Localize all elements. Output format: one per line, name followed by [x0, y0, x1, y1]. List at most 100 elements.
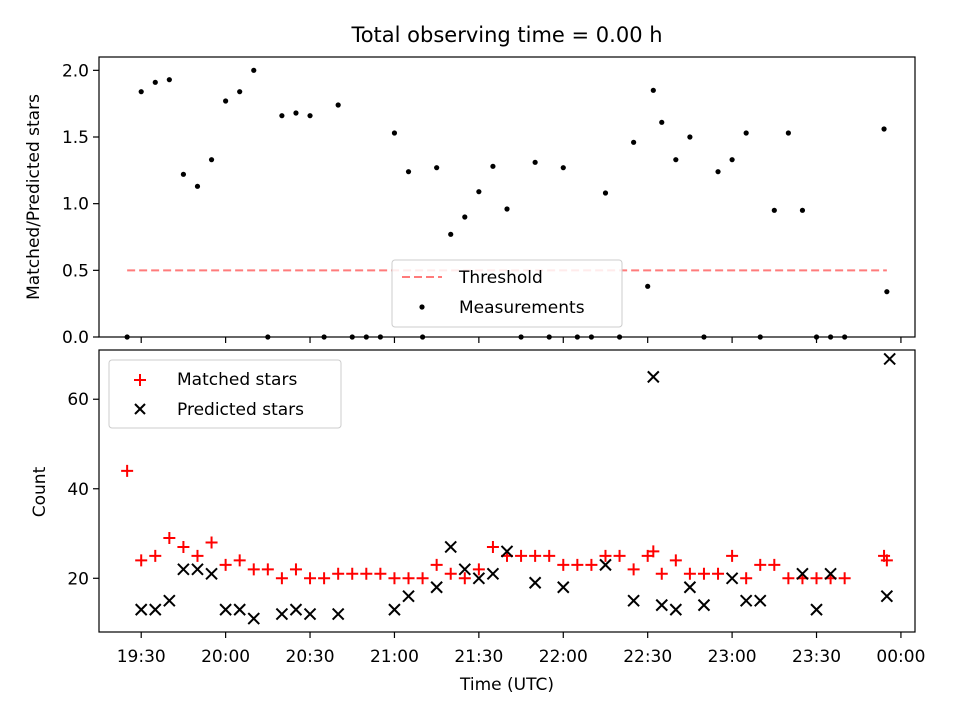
measurement-point: [771, 207, 777, 213]
measurement-point: [799, 207, 806, 213]
predicted-star-point: [557, 581, 570, 594]
legend-predicted-label: Predicted stars: [177, 400, 304, 420]
predicted-star-point: [883, 352, 896, 366]
bottom-y-ticks: 20 40 60: [67, 390, 99, 589]
matched-star-point: [571, 558, 584, 571]
predicted-star-point: [458, 563, 472, 576]
x-tick-label: 22:30: [623, 647, 672, 667]
bottom-y-axis-label: Count: [30, 466, 50, 517]
bottom-legend: Matched stars Predicted stars: [108, 359, 342, 429]
measurement-point: [405, 169, 412, 175]
legend-measurements-label: Measurements: [459, 298, 585, 318]
matched-star-point: [318, 572, 331, 585]
matched-star-point: [275, 572, 288, 585]
predicted-star-point: [289, 603, 303, 616]
predicted-star-point: [177, 563, 190, 576]
predicted-star-point: [444, 540, 457, 554]
measurement-point: [208, 157, 215, 163]
predicted-star-point: [163, 594, 176, 607]
measurement-point: [659, 119, 665, 125]
predicted-star-point: [331, 607, 345, 621]
predicted-star-point: [219, 603, 232, 616]
predicted-star-point: [599, 558, 612, 572]
matched-star-point: [121, 464, 134, 477]
matched-star-point: [768, 558, 781, 571]
top-legend: Threshold Measurements: [391, 259, 623, 328]
predicted-star-point: [796, 567, 809, 581]
matched-star-point: [304, 572, 317, 585]
matched-star-point: [177, 540, 190, 553]
measurement-point: [715, 169, 721, 175]
matched-star-point: [247, 563, 260, 576]
predicted-star-point: [149, 603, 162, 616]
predicted-star-point: [430, 581, 443, 594]
measurement-point: [743, 130, 749, 136]
x-tick-label: 20:30: [286, 647, 335, 667]
matched-star-point: [219, 558, 232, 571]
matched-star-point: [515, 549, 528, 562]
predicted-star-point: [669, 603, 683, 616]
top-y-tick-label: 1.5: [62, 128, 89, 148]
matched-star-point: [754, 558, 767, 571]
bottom-y-tick-label: 60: [67, 390, 89, 410]
count-panel: Count Time (UTC) 20 40 60 19:30 20:00 20:30 2…: [30, 349, 925, 695]
bottom-y-tick-label: 40: [67, 480, 89, 500]
measurement-point: [237, 89, 243, 95]
measurement-point: [476, 189, 482, 195]
predicted-star-point: [655, 598, 668, 612]
matched-star-point: [880, 554, 893, 567]
bottom-plot-frame: [98, 349, 916, 633]
measurement-point: [335, 102, 341, 108]
matched-star-point: [472, 563, 485, 576]
predicted-star-point: [627, 594, 640, 607]
matched-star-point: [697, 567, 710, 580]
predicted-star-point: [205, 567, 218, 581]
matched-star-point: [149, 549, 162, 562]
predicted-star-point: [388, 603, 401, 616]
measurement-point: [650, 87, 656, 93]
top-y-tick-label: 1.0: [62, 195, 89, 215]
predicted-star-point: [191, 563, 204, 576]
matched-star-point: [585, 558, 598, 571]
matched-star-point: [627, 563, 640, 576]
matched-star-point: [458, 572, 471, 585]
measurement-point: [729, 157, 735, 163]
top-y-tick-label: 0.5: [62, 261, 89, 281]
measurement-point: [673, 157, 679, 163]
predicted-star-point: [754, 594, 767, 607]
matched-star-point: [655, 567, 668, 580]
matched-star-point: [782, 572, 795, 585]
predicted-star-point: [303, 607, 317, 621]
predicted-star-point: [486, 567, 500, 581]
top-y-ticks: 0.0 0.5 1.0 1.5 2.0: [62, 61, 99, 348]
predicted-star-point: [647, 370, 660, 384]
legend-matched-swatch: [134, 374, 146, 386]
matched-star-point: [346, 567, 359, 580]
measurement-point: [504, 206, 510, 212]
predicted-star-point: [500, 545, 514, 558]
measurement-point: [785, 130, 791, 136]
measurement-point: [645, 283, 651, 289]
matched-star-point: [647, 545, 660, 558]
predicted-star-point: [824, 567, 837, 581]
predicted-star-point: [247, 612, 260, 625]
predicted-star-point: [528, 576, 542, 589]
matched-star-point: [360, 567, 373, 580]
ratio-panel: Total observing time = 0.00 h Matched/Pr…: [24, 23, 916, 348]
matched-star-point: [233, 554, 246, 567]
matched-star-point: [669, 554, 682, 567]
measurement-point: [884, 289, 890, 295]
measurement-point: [152, 79, 158, 85]
measurement-point: [631, 139, 637, 145]
predicted-star-point: [683, 581, 697, 594]
top-y-tick-label: 0.0: [62, 328, 89, 348]
matched-star-point: [599, 549, 612, 562]
matched-star-point: [613, 549, 626, 562]
top-x-ticks: [140, 337, 902, 343]
measurement-point: [881, 126, 887, 132]
measurement-point: [462, 214, 468, 220]
legend-predicted-swatch: [134, 403, 146, 415]
measurement-point: [602, 190, 609, 196]
measurement-point: [307, 113, 313, 119]
